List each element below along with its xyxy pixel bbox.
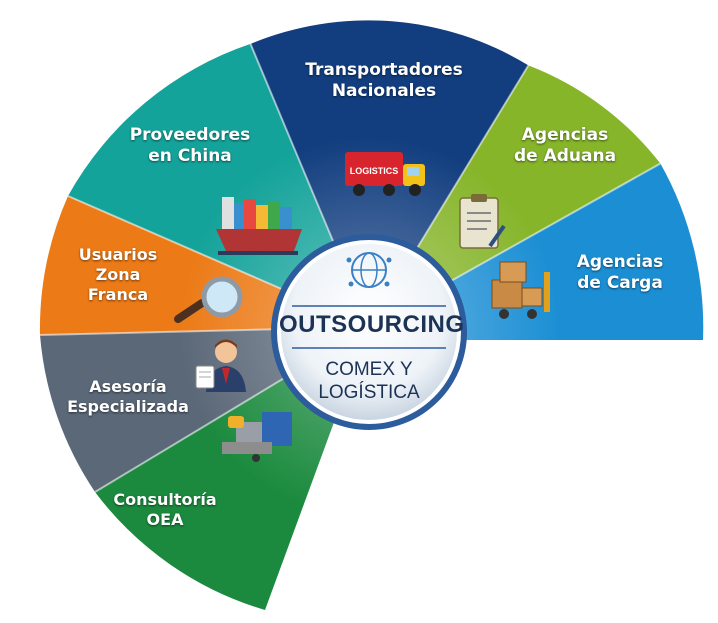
center-subtitle-line1: COMEX Y (325, 359, 413, 380)
center-hub (277, 240, 461, 424)
label-agencias-de-carga: Agencias de Carga (565, 252, 675, 295)
label-consultoria-line2: OEA (146, 510, 184, 529)
label-proveedores-line2: en China (148, 146, 232, 167)
label-usuarios-line2: Zona (95, 265, 141, 284)
label-usuarios-line1: Usuarios (78, 245, 158, 264)
magnifying-glass-icon (174, 276, 243, 323)
svg-text:LOGISTICS: LOGISTICS (350, 166, 399, 176)
label-asesoria-line1: Asesoría (89, 377, 167, 396)
advisor-person-icon (195, 339, 246, 392)
label-consultoria-oea: Consultoría OEA (105, 490, 225, 530)
label-aduana-line2: de Aduana (513, 146, 617, 167)
container-ship-icon (216, 197, 302, 255)
center-subtitle-line2: LOGÍSTICA (318, 381, 420, 403)
label-consultoria-line1: Consultoría (113, 490, 217, 509)
label-carga-line1: Agencias (576, 252, 664, 272)
label-asesoria-line2: Especializada (67, 397, 189, 416)
center-subtitle: COMEX Y LOGÍSTICA (289, 359, 449, 405)
logistics-truck-icon: LOGISTICS (345, 152, 425, 196)
clipboard-document-icon (459, 194, 506, 249)
label-aduana-line1: Agencias (521, 125, 609, 145)
label-agencias-de-aduana: Agencias de Aduana (505, 125, 625, 168)
forklift-boxes-icon (491, 261, 550, 319)
cargo-containers-icon (222, 412, 292, 462)
label-transportadores-line2: Nacionales (331, 81, 437, 102)
label-proveedores-en-china: Proveedores en China (120, 125, 260, 168)
label-transportadores-line1: Transportadores (305, 60, 463, 80)
label-proveedores-line1: Proveedores (129, 125, 251, 145)
label-usuarios-line3: Franca (87, 285, 149, 304)
globe-network-icon (346, 252, 392, 288)
label-carga-line2: de Carga (577, 273, 663, 294)
label-usuarios-zona-franca: Usuarios Zona Franca (68, 245, 168, 305)
label-asesoria-especializada: Asesoría Especializada (58, 377, 198, 417)
label-transportadores-nacionales: Transportadores Nacionales (299, 60, 469, 103)
center-title: OUTSOURCING (279, 311, 465, 338)
